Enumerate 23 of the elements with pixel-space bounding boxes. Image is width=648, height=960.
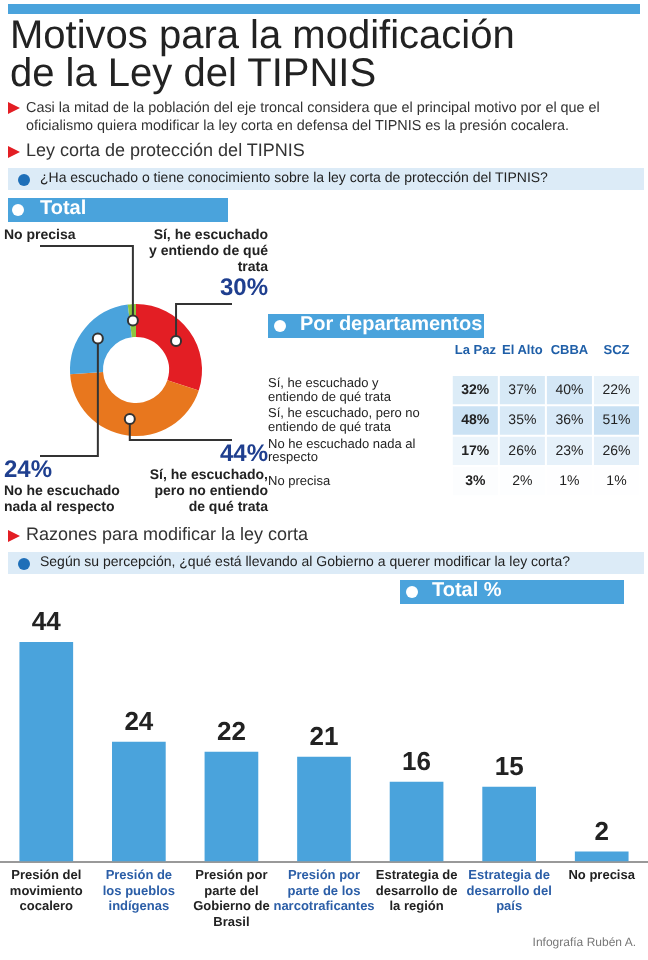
- data-label: 21: [309, 720, 339, 751]
- text: Ley corta de protección del TIPNIS: [26, 140, 305, 160]
- data-label: 15: [494, 750, 524, 781]
- data-label: 44: [31, 606, 63, 637]
- data-label: 44%: [219, 438, 269, 467]
- data-label: 24: [124, 705, 155, 736]
- data-label: 2: [594, 815, 609, 846]
- chart-title: Motivos para la modificación de la Ley del TIPNIS: [10, 14, 517, 96]
- data-label: 30%: [219, 272, 269, 301]
- bar: [574, 851, 629, 862]
- data-label: 22: [216, 715, 246, 746]
- chart-title: Total %: [400, 580, 624, 604]
- data-label: 16: [402, 745, 432, 776]
- bar: [482, 786, 536, 862]
- text: Total: [8, 198, 228, 222]
- chart-title: Por departamentos: [268, 314, 484, 338]
- bar: [297, 756, 351, 862]
- bar: [204, 751, 259, 862]
- bar: [389, 781, 444, 862]
- bar: [112, 741, 166, 862]
- text: Razones para modificar la ley corta: [26, 524, 309, 544]
- data-label: 24%: [4, 454, 53, 483]
- bar: [19, 641, 74, 862]
